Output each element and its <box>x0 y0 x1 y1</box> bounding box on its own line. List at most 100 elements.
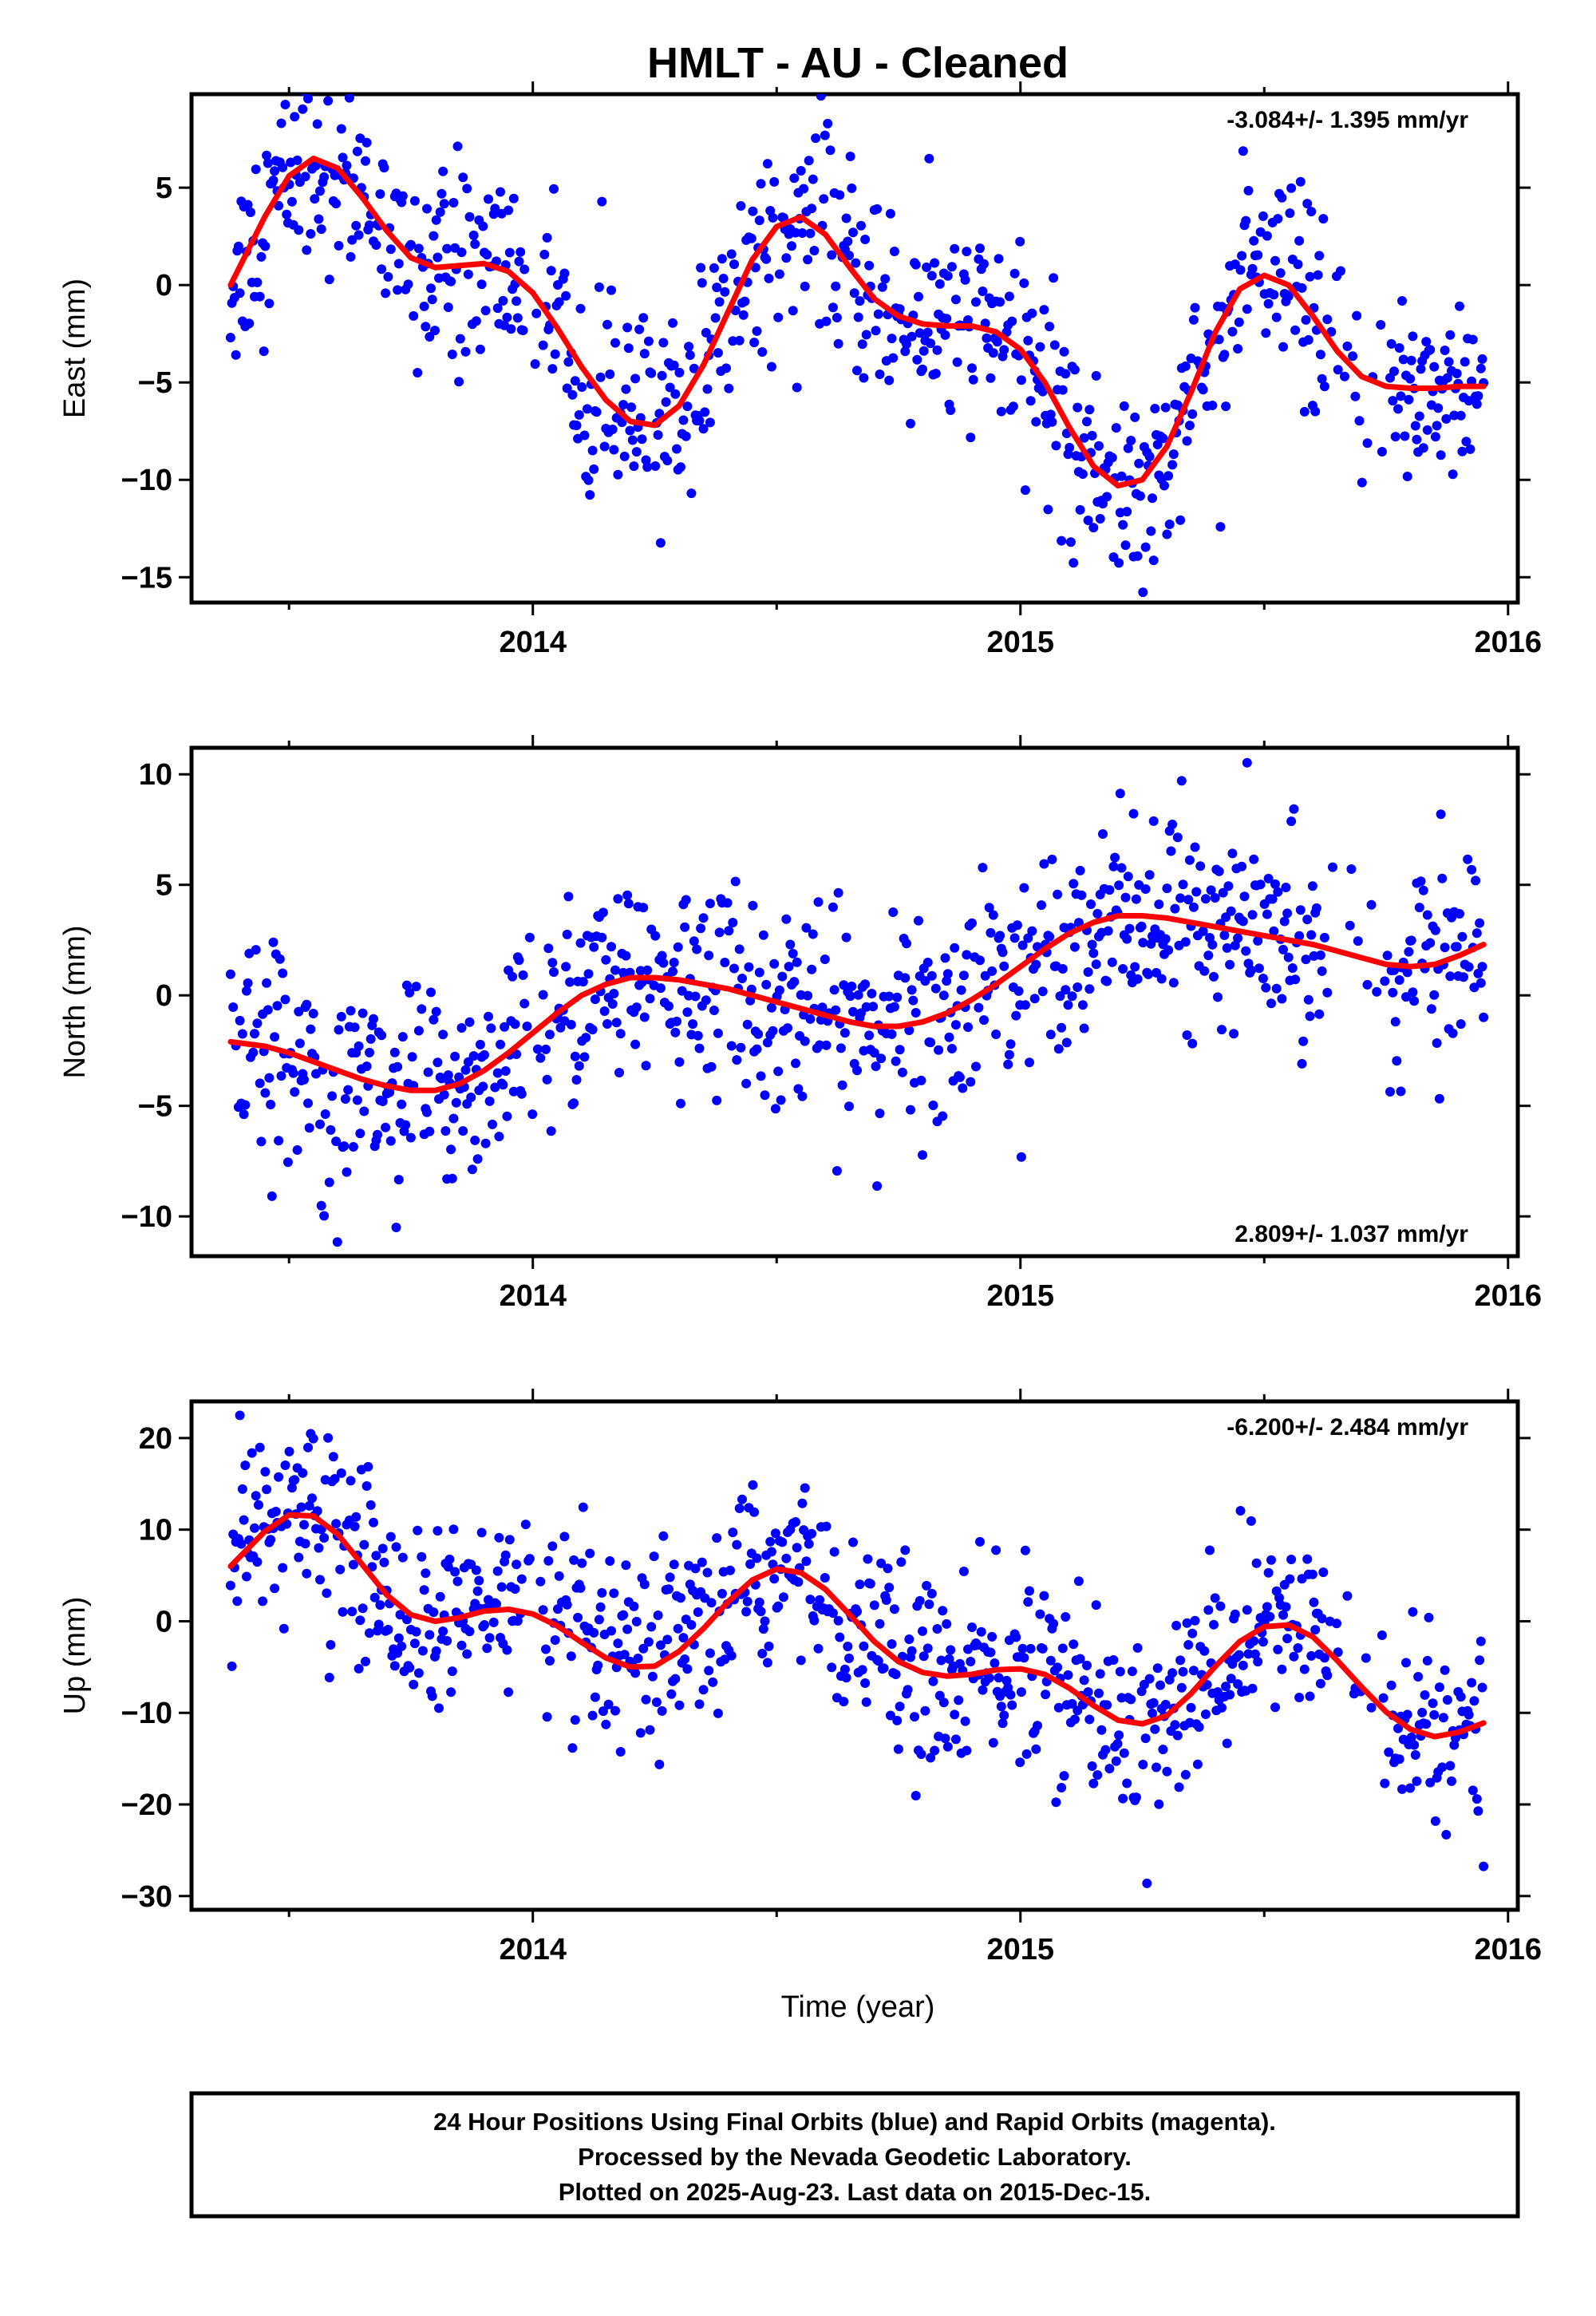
east-data-point <box>1253 250 1263 260</box>
east-data-point <box>1430 432 1440 442</box>
east-data-point <box>1315 350 1325 360</box>
east-data-point <box>1273 214 1283 224</box>
north-data-point <box>1479 1012 1489 1022</box>
north-data-point <box>411 982 421 992</box>
up-data-point <box>446 1687 456 1697</box>
up-data-point <box>510 1584 520 1594</box>
up-data-point <box>712 1533 722 1543</box>
east-data-point <box>678 415 689 425</box>
up-data-point <box>762 1658 772 1668</box>
north-data-point <box>1233 933 1243 943</box>
up-data-point <box>655 1640 666 1650</box>
north-data-point <box>1092 908 1103 919</box>
north-data-point <box>1128 808 1139 819</box>
up-data-point <box>1154 1799 1164 1809</box>
north-data-point <box>1013 986 1024 996</box>
north-data-point <box>579 1052 590 1062</box>
east-data-point <box>1049 273 1059 283</box>
east-data-point <box>832 313 842 322</box>
east-data-point <box>805 228 816 239</box>
up-data-point <box>1174 1782 1184 1792</box>
up-data-point <box>649 1551 659 1562</box>
up-data-point <box>239 1515 249 1525</box>
north-data-point <box>781 914 792 924</box>
up-data-point <box>456 1640 467 1650</box>
east-data-point <box>988 348 998 358</box>
north-data-point <box>848 1006 858 1017</box>
north-data-point <box>326 1124 336 1135</box>
up-data-point <box>613 1638 623 1649</box>
north-data-point <box>868 1002 879 1012</box>
north-data-point <box>1452 942 1462 952</box>
east-data-point <box>1247 263 1258 274</box>
east-data-point <box>1164 520 1175 529</box>
up-data-point <box>433 1526 443 1536</box>
east-data-point <box>430 326 440 336</box>
north-data-point <box>263 1005 273 1015</box>
east-data-point <box>697 278 707 288</box>
north-data-point <box>1346 864 1357 874</box>
east-data-point <box>506 324 516 334</box>
north-data-point <box>1353 936 1363 947</box>
north-data-point <box>769 958 780 969</box>
east-data-point <box>582 404 592 414</box>
up-data-point <box>741 1607 752 1617</box>
east-data-point <box>475 344 485 354</box>
east-data-point <box>1376 320 1386 330</box>
north-data-point <box>736 1042 746 1053</box>
north-data-point <box>587 1025 598 1035</box>
east-data-point <box>877 282 887 292</box>
east-data-point <box>1004 291 1014 302</box>
north-data-point <box>377 1097 388 1106</box>
north-data-point <box>543 943 554 954</box>
north-y-tick-label: −5 <box>138 1090 172 1124</box>
north-data-point <box>1459 972 1468 982</box>
north-data-point <box>784 962 794 972</box>
north-data-point <box>405 987 415 998</box>
up-data-point <box>833 1615 843 1626</box>
up-data-point <box>884 1583 895 1593</box>
north-data-point <box>1045 1030 1056 1040</box>
north-data-point <box>1372 986 1382 997</box>
up-data-point <box>765 1536 776 1547</box>
up-data-point <box>1262 1602 1272 1612</box>
east-data-point <box>650 461 661 471</box>
north-data-point <box>737 974 747 983</box>
up-data-point <box>393 1633 404 1643</box>
north-data-point <box>1166 846 1176 856</box>
north-data-point <box>358 1008 368 1018</box>
north-data-point <box>1172 832 1183 843</box>
east-data-point <box>1150 404 1160 413</box>
north-data-point <box>1020 1000 1030 1010</box>
east-data-point <box>1465 444 1476 454</box>
north-data-point <box>950 943 960 953</box>
up-data-point <box>1073 1576 1084 1587</box>
up-data-point <box>887 1639 897 1649</box>
north-data-point <box>458 1126 468 1136</box>
up-data-point <box>1247 1683 1258 1694</box>
east-data-point <box>361 156 370 166</box>
east-y-tick-label: −10 <box>121 464 172 497</box>
east-data-point <box>1214 334 1224 345</box>
up-data-point <box>1409 1740 1420 1750</box>
north-data-point <box>1083 967 1093 977</box>
east-data-point <box>750 263 760 273</box>
east-data-point <box>324 275 334 285</box>
north-data-point <box>1073 982 1083 992</box>
east-data-point <box>736 201 746 211</box>
north-data-point <box>1217 1025 1227 1035</box>
north-data-point <box>478 1081 488 1092</box>
east-data-point <box>762 159 772 169</box>
north-data-point <box>1222 943 1232 953</box>
north-y-axis-label: North (mm) <box>58 925 92 1078</box>
up-data-point <box>240 1460 251 1471</box>
up-data-point <box>835 1632 845 1642</box>
east-data-point <box>478 221 488 231</box>
up-data-point <box>369 1592 380 1603</box>
up-data-point <box>938 1606 948 1616</box>
north-data-point <box>1267 894 1278 904</box>
up-data-point <box>520 1520 531 1530</box>
up-data-point <box>1187 1628 1198 1638</box>
north-data-point <box>1116 863 1127 873</box>
up-data-point <box>1429 1709 1440 1720</box>
